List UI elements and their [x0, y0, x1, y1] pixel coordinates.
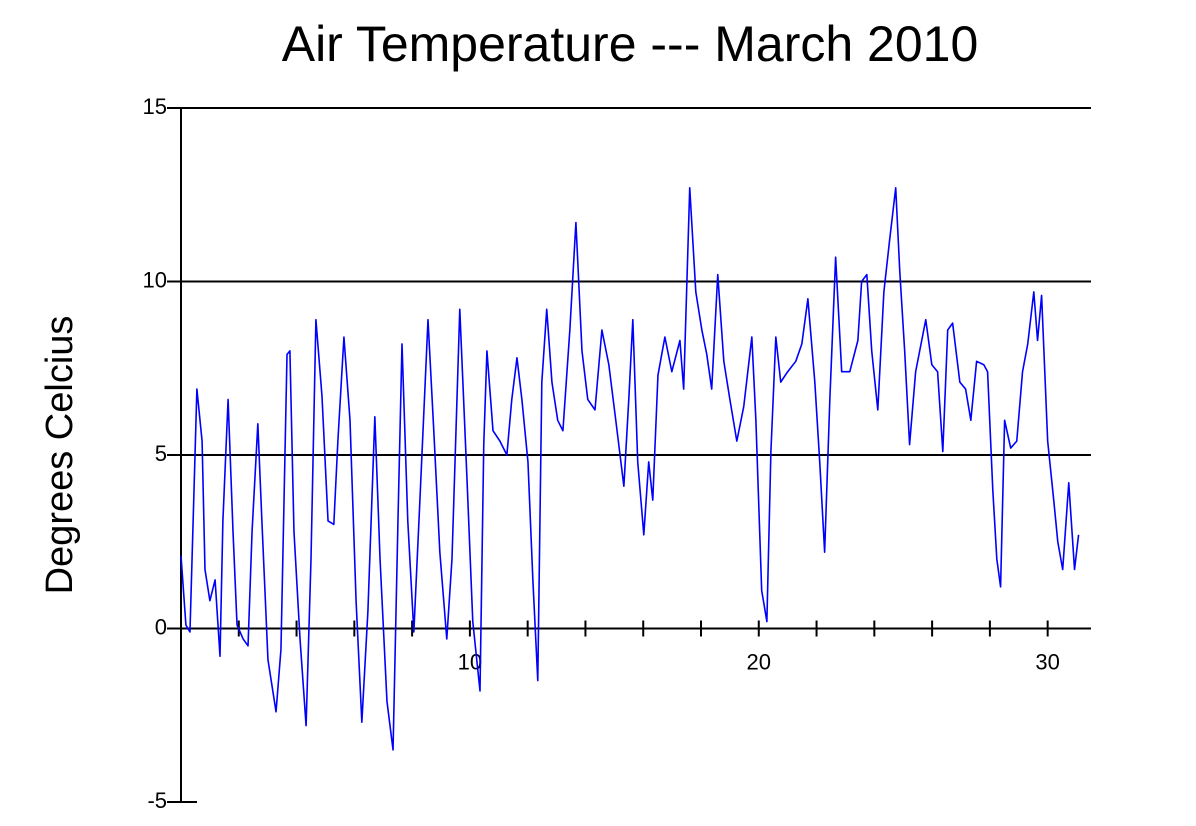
- temperature-line: [180, 187, 1080, 751]
- y-tick-label: 5: [155, 441, 167, 466]
- chart-title: Air Temperature --- March 2010: [282, 16, 979, 72]
- y-tick-label: 15: [143, 94, 167, 119]
- x-tick-label: 20: [747, 649, 771, 674]
- y-axis-label: Degrees Celcius: [39, 316, 81, 595]
- y-tick-label: -5: [147, 788, 167, 813]
- y-tick-label: 10: [143, 267, 167, 292]
- y-tick-label: 0: [155, 614, 167, 639]
- x-tick-label: 30: [1035, 649, 1059, 674]
